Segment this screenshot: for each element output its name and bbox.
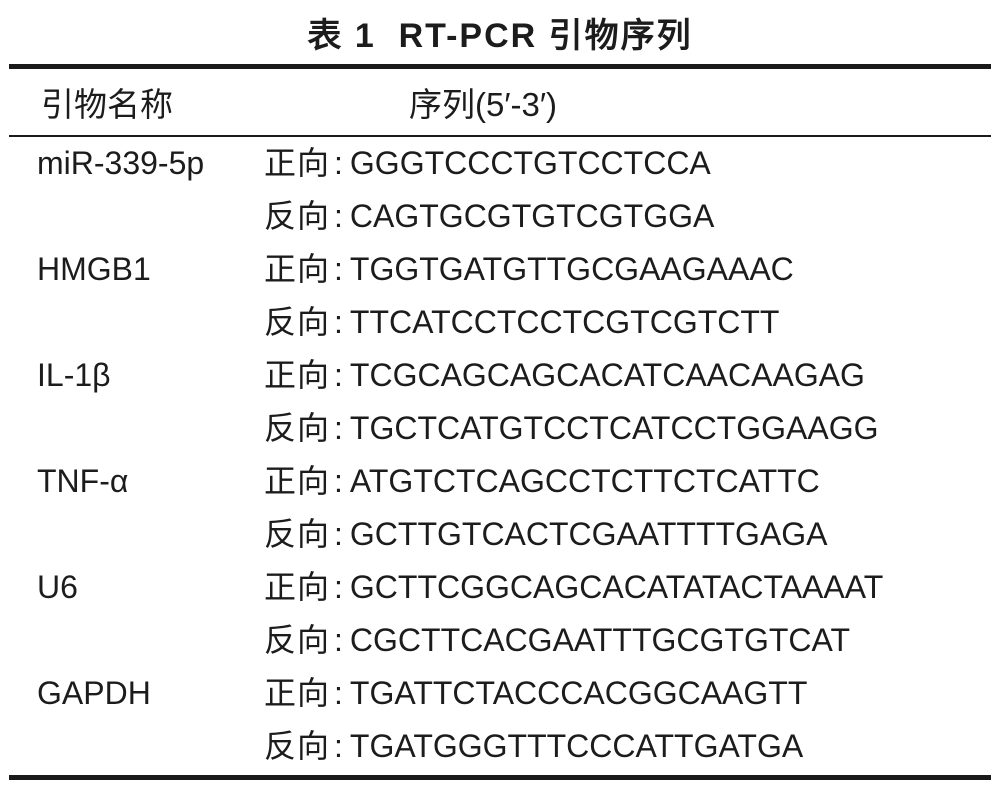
reverse-sequence: CAGTGCGTGTCGTGGA bbox=[349, 198, 715, 234]
forward-label: 正向 bbox=[264, 357, 331, 393]
forward-sequence-line: 正向: GGGTCCCTGTCCTCCA bbox=[234, 137, 991, 190]
forward-label: 正向 bbox=[264, 569, 331, 605]
table-title: 表 1 RT-PCR 引物序列 bbox=[307, 16, 693, 55]
colon-separator: : bbox=[334, 357, 343, 393]
forward-label: 正向 bbox=[264, 463, 331, 499]
forward-sequence-line: 正向: ATGTCTCAGCCTCTTCTCATTC bbox=[234, 455, 991, 508]
colon-separator: : bbox=[334, 145, 343, 181]
table-row: IL-1β 正向: TCGCAGCAGCACATCAACAAGAG 反向: TGCT… bbox=[9, 349, 991, 455]
primer-name: miR-339-5p bbox=[37, 145, 205, 181]
table-body: miR-339-5p 正向: GGGTCCCTGTCCTCCA 反向: CAGTGC… bbox=[9, 137, 991, 775]
reverse-sequence-line: 反向: CGCTTCACGAATTTGCGTGTCAT bbox=[234, 614, 991, 667]
primer-name: U6 bbox=[37, 569, 78, 605]
forward-sequence-line: 正向: TGGTGATGTTGCGAAGAAAC bbox=[234, 243, 991, 296]
forward-sequence-line: 正向: TCGCAGCAGCACATCAACAAGAG bbox=[234, 349, 991, 402]
reverse-sequence-line: 反向: TGCTCATGTCCTCATCCTGGAAGG bbox=[234, 402, 991, 455]
reverse-sequence-line: 反向: CAGTGCGTGTCGTGGA bbox=[234, 190, 991, 243]
colon-separator: : bbox=[334, 463, 343, 499]
reverse-sequence: GCTTGTCACTCGAATTTTGAGA bbox=[349, 516, 828, 552]
forward-sequence: TCGCAGCAGCACATCAACAAGAG bbox=[349, 357, 865, 393]
forward-sequence: GCTTCGGCAGCACATATACTAAAAT bbox=[349, 569, 884, 605]
primer-name: HMGB1 bbox=[37, 251, 151, 287]
forward-sequence: TGATTCTACCCACGGCAAGTT bbox=[349, 675, 808, 711]
forward-sequence: ATGTCTCAGCCTCTTCTCATTC bbox=[349, 463, 820, 499]
reverse-label: 反向 bbox=[264, 304, 331, 340]
table-row: U6 正向: GCTTCGGCAGCACATATACTAAAAT 反向: CGCTT… bbox=[9, 561, 991, 667]
colon-separator: : bbox=[334, 569, 343, 605]
forward-label: 正向 bbox=[264, 251, 331, 287]
colon-separator: : bbox=[334, 728, 343, 764]
reverse-sequence: CGCTTCACGAATTTGCGTGTCAT bbox=[349, 622, 851, 658]
reverse-label: 反向 bbox=[264, 410, 331, 446]
reverse-sequence: TGATGGGTTTCCCATTGATGA bbox=[349, 728, 804, 764]
table-row: HMGB1 正向: TGGTGATGTTGCGAAGAAAC 反向: TTCATCC… bbox=[9, 243, 991, 349]
colon-separator: : bbox=[334, 410, 343, 446]
colon-separator: : bbox=[334, 675, 343, 711]
reverse-label: 反向 bbox=[264, 622, 331, 658]
reverse-label: 反向 bbox=[264, 728, 331, 764]
column-header-sequence: 序列(5′-3′) bbox=[409, 86, 558, 123]
colon-separator: : bbox=[334, 516, 343, 552]
colon-separator: : bbox=[334, 622, 343, 658]
forward-label: 正向 bbox=[264, 675, 331, 711]
forward-sequence: GGGTCCCTGTCCTCCA bbox=[349, 145, 711, 181]
forward-label: 正向 bbox=[264, 145, 331, 181]
reverse-label: 反向 bbox=[264, 198, 331, 234]
column-header-primer-name: 引物名称 bbox=[41, 86, 173, 123]
table-row: TNF-α 正向: ATGTCTCAGCCTCTTCTCATTC 反向: GCTTG… bbox=[9, 455, 991, 561]
reverse-sequence: TTCATCCTCCTCGTCGTCTT bbox=[349, 304, 780, 340]
colon-separator: : bbox=[334, 304, 343, 340]
primer-table: 引物名称 序列(5′-3′) miR-339-5p 正向: GGGTCCCTGTC… bbox=[9, 64, 991, 780]
reverse-sequence: TGCTCATGTCCTCATCCTGGAAGG bbox=[349, 410, 879, 446]
reverse-label: 反向 bbox=[264, 516, 331, 552]
forward-sequence: TGGTGATGTTGCGAAGAAAC bbox=[349, 251, 794, 287]
primer-name: TNF-α bbox=[37, 463, 129, 499]
reverse-sequence-line: 反向: TTCATCCTCCTCGTCGTCTT bbox=[234, 296, 991, 349]
reverse-sequence-line: 反向: GCTTGTCACTCGAATTTTGAGA bbox=[234, 508, 991, 561]
reverse-sequence-line: 反向: TGATGGGTTTCCCATTGATGA bbox=[234, 720, 991, 773]
colon-separator: : bbox=[334, 251, 343, 287]
colon-separator: : bbox=[334, 198, 343, 234]
table-row: miR-339-5p 正向: GGGTCCCTGTCCTCCA 反向: CAGTGC… bbox=[9, 137, 991, 243]
table-header-row: 引物名称 序列(5′-3′) bbox=[9, 69, 991, 137]
primer-name: GAPDH bbox=[37, 675, 151, 711]
primer-name: IL-1β bbox=[37, 357, 111, 393]
table-row: GAPDH 正向: TGATTCTACCCACGGCAAGTT 反向: TGATGG… bbox=[9, 667, 991, 773]
forward-sequence-line: 正向: TGATTCTACCCACGGCAAGTT bbox=[234, 667, 991, 720]
forward-sequence-line: 正向: GCTTCGGCAGCACATATACTAAAAT bbox=[234, 561, 991, 614]
